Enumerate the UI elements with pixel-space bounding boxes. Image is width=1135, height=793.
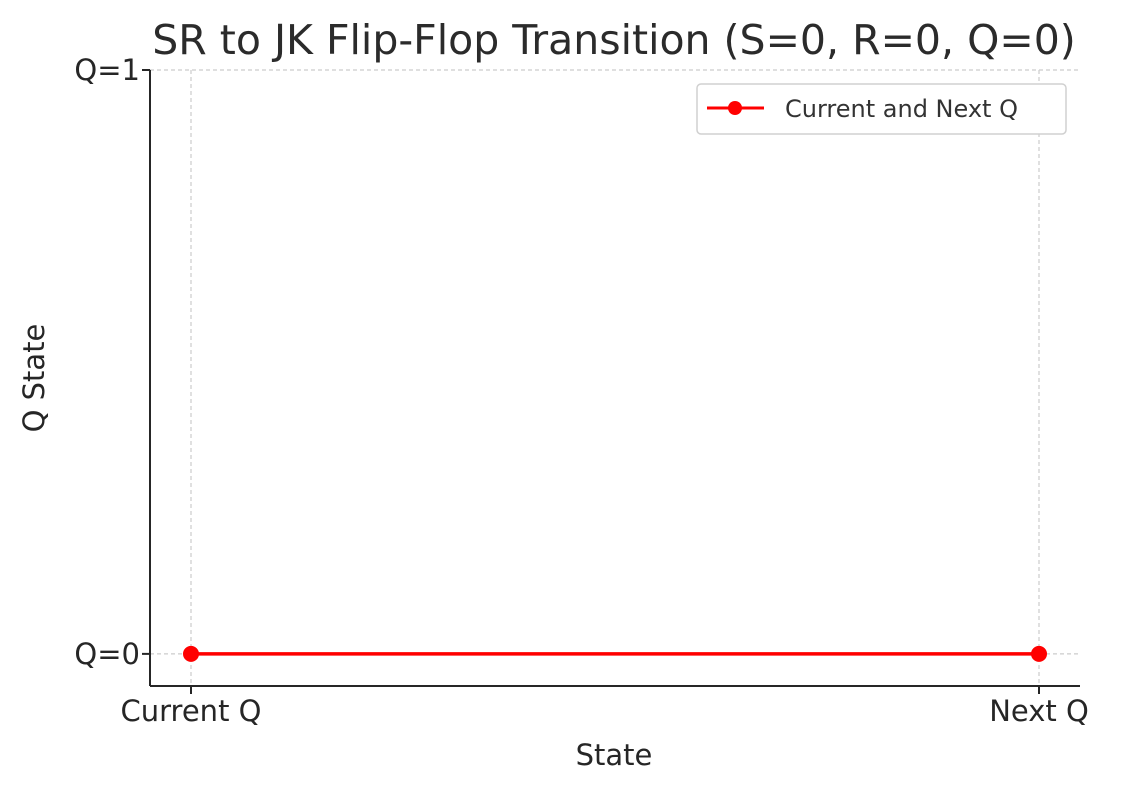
legend: Current and Next Q xyxy=(696,83,1067,135)
legend-marker-swatch xyxy=(728,101,742,115)
y-axis-ticks: Q=0 Q=1 xyxy=(74,53,150,671)
y-tick-label: Q=1 xyxy=(74,53,140,87)
x-tick-label: Next Q xyxy=(989,694,1089,728)
x-tick-label: Current Q xyxy=(121,694,262,728)
y-tick-label: Q=0 xyxy=(74,637,140,671)
legend-box xyxy=(696,83,1067,135)
data-point xyxy=(183,645,199,662)
series-layer xyxy=(183,645,1047,662)
data-point xyxy=(1031,645,1047,662)
chart-title: SR to JK Flip-Flop Transition (S=0, R=0,… xyxy=(152,16,1076,64)
y-axis-label: Q State xyxy=(17,324,51,433)
x-axis-ticks: Current Q Next Q xyxy=(121,686,1089,728)
x-axis-label: State xyxy=(576,738,653,772)
legend-entry-label: Current and Next Q xyxy=(785,95,1018,123)
